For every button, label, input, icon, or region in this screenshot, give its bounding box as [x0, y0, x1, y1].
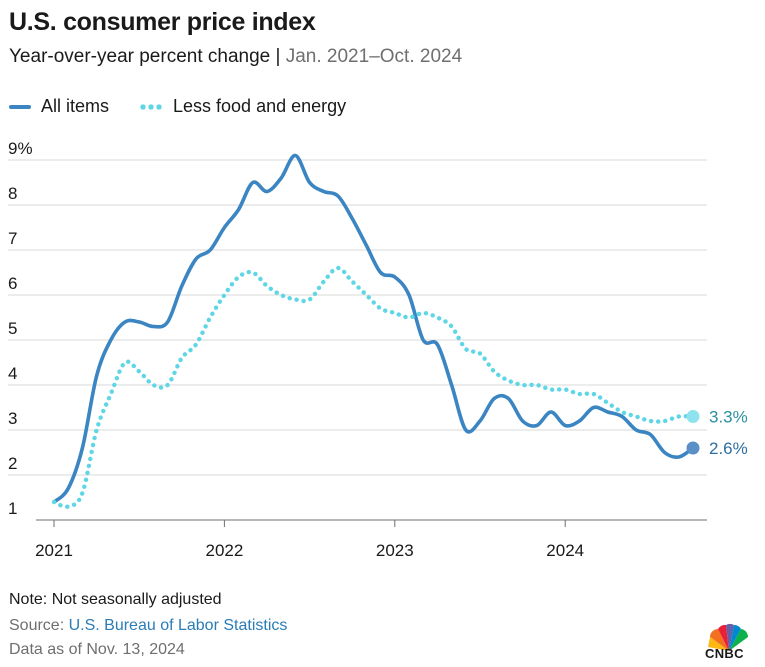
x-tick-label: 2021	[35, 541, 73, 560]
end-value-label: 2.6%	[709, 439, 748, 458]
footnote: Note: Not seasonally adjusted	[9, 591, 222, 608]
end-value-label: 3.3%	[709, 408, 748, 427]
series-line-all-items	[52, 153, 695, 504]
chart-legend: All items Less food and energy	[9, 96, 376, 117]
series-lines	[51, 153, 696, 509]
y-tick-label: 7	[8, 229, 17, 248]
subtitle-separator: |	[270, 46, 286, 67]
legend-item-all-items: All items	[9, 96, 109, 117]
y-tick-label: 3	[8, 409, 17, 428]
y-axis-ticks: 1 2 3 4 5 6 7 8 9%	[8, 139, 33, 518]
end-markers: 2.6% 3.3%	[686, 408, 748, 458]
x-tick-label: 2024	[546, 541, 584, 560]
chart-title: U.S. consumer price index	[9, 8, 316, 36]
y-tick-label: 2	[8, 454, 17, 473]
legend-item-core: Less food and energy	[139, 96, 346, 117]
end-point-marker	[686, 410, 700, 423]
x-tick-label: 2022	[205, 541, 243, 560]
y-tick-label: 1	[8, 499, 17, 518]
cnbc-logo-text: CNBC	[705, 646, 744, 661]
data-as-of: Data as of Nov. 13, 2024	[9, 641, 185, 658]
y-tick-label: 4	[8, 364, 17, 383]
x-axis: 2021 2022 2023 2024	[35, 519, 707, 560]
cnbc-peacock-logo	[708, 623, 749, 651]
source-line: Source: U.S. Bureau of Labor Statistics	[9, 617, 287, 635]
y-tick-label: 8	[8, 184, 17, 203]
cpi-line-chart: 1 2 3 4 5 6 7 8 9% 2021 2022 2023 2024 2.6% 3.3%	[8, 139, 748, 560]
y-tick-label: 5	[8, 319, 17, 338]
series-line-core	[51, 265, 696, 509]
legend-label-all-items: All items	[41, 96, 110, 116]
legend-swatch-dotted	[139, 103, 164, 110]
subtitle-main: Year-over-year percent change	[9, 46, 271, 67]
source-prefix: Source:	[9, 617, 69, 634]
x-tick-label: 2023	[376, 541, 414, 560]
legend-label-core: Less food and energy	[173, 96, 347, 116]
end-point-marker	[686, 441, 700, 455]
y-tick-label: 6	[8, 274, 17, 293]
source-link[interactable]: U.S. Bureau of Labor Statistics	[68, 617, 288, 634]
legend-swatch-solid	[9, 104, 31, 109]
gridlines	[8, 159, 707, 476]
y-tick-label: 9%	[8, 139, 33, 158]
chart-subtitle: Year-over-year percent change | Jan. 202…	[9, 46, 462, 68]
subtitle-date-range: Jan. 2021–Oct. 2024	[285, 46, 463, 67]
